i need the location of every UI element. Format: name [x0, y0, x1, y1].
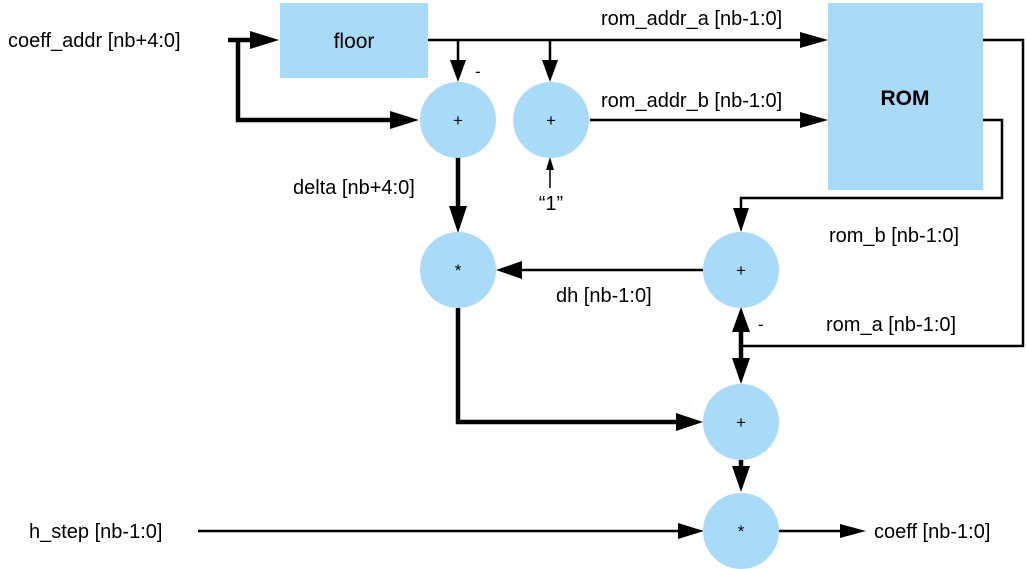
h-step-label: h_step [nb-1:0] — [29, 521, 162, 543]
arrow-into-dh-adder-bottom — [732, 307, 750, 332]
dh-adder-node — [703, 232, 779, 308]
arrow-const-one — [546, 157, 554, 170]
rom-addr-a-label: rom_addr_a [nb-1:0] — [601, 8, 782, 30]
minus-sign-delta: - — [475, 62, 481, 81]
wire-rom-b — [739, 118, 1004, 210]
arrow-into-step-mul-left — [678, 523, 704, 539]
arrow-into-floor — [250, 31, 279, 49]
arrow-into-delta-mul — [449, 206, 467, 233]
delta-adder-node — [420, 82, 496, 158]
wire-coeff-addr-to-adder — [235, 40, 392, 123]
rom-block — [828, 3, 983, 190]
final-adder-node — [703, 384, 779, 460]
dh-label: dh [nb-1:0] — [556, 285, 652, 307]
final-adder-symbol: + — [736, 413, 746, 432]
arrow-into-rom-b — [800, 112, 828, 128]
arrow-into-delta-mul-right — [496, 261, 522, 279]
floor-label: floor — [334, 30, 375, 53]
arrow-into-delta-adder — [390, 111, 419, 129]
arrow-into-plus-one-top — [542, 60, 558, 82]
minus-sign-dh: - — [758, 315, 764, 334]
delta-label: delta [nb+4:0] — [293, 177, 415, 199]
arrow-into-delta-adder-top — [450, 60, 466, 82]
arrow-into-dh-adder-top — [733, 208, 749, 232]
rom-b-label: rom_b [nb-1:0] — [829, 225, 959, 247]
delta-multiplier-node — [420, 232, 496, 308]
delta-adder-symbol: + — [453, 111, 463, 130]
arrow-into-final-adder-top — [732, 358, 750, 384]
plus-one-adder-node — [513, 82, 589, 158]
dh-adder-symbol: + — [736, 261, 746, 280]
wire-mul-to-final — [455, 308, 678, 425]
delta-multiplier-symbol: * — [455, 261, 462, 280]
arrow-coeff-out — [840, 524, 866, 538]
rom-label: ROM — [881, 87, 930, 110]
step-multiplier-node — [703, 493, 779, 569]
const-one-label: “1” — [539, 193, 563, 215]
arrow-into-rom-a — [800, 32, 828, 48]
step-multiplier-symbol: * — [738, 522, 745, 541]
coeff-addr-label: coeff_addr [nb+4:0] — [8, 30, 181, 52]
wire-rom-a — [741, 38, 1025, 348]
floor-block — [280, 3, 428, 78]
rom-a-label: rom_a [nb-1:0] — [826, 314, 956, 336]
plus-one-adder-symbol: + — [546, 111, 556, 130]
arrow-into-final-adder-left — [676, 413, 703, 431]
arrow-into-step-mul-top — [732, 466, 750, 492]
rom-addr-b-label: rom_addr_b [nb-1:0] — [601, 90, 782, 112]
coeff-output-label: coeff [nb-1:0] — [874, 521, 990, 543]
